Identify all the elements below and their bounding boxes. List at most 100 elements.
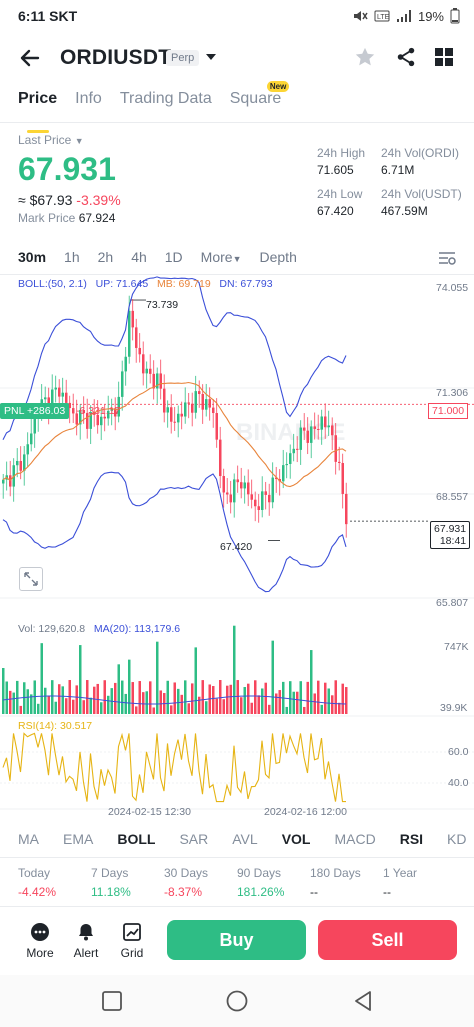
candle-body	[107, 410, 110, 419]
layout-grid-icon[interactable]	[434, 47, 454, 67]
tab-square[interactable]: Square New	[230, 81, 290, 124]
more-button[interactable]: More	[18, 922, 62, 960]
candle-body	[275, 477, 278, 480]
candle-body	[341, 463, 344, 494]
indicator-boll[interactable]: BOLL	[117, 831, 156, 847]
volume-bar	[159, 690, 162, 714]
expand-chart-button[interactable]	[19, 567, 43, 591]
candle-body	[163, 388, 166, 413]
candle-body	[191, 403, 194, 413]
price-axis-tick: 65.807	[436, 597, 469, 609]
recents-icon[interactable]	[100, 989, 124, 1013]
more-icon	[31, 923, 49, 941]
volume-bar	[114, 682, 117, 714]
candle-body	[16, 460, 19, 466]
indicator-rsi[interactable]: RSI	[399, 831, 424, 847]
volume-bar	[86, 680, 89, 714]
candle-body	[96, 414, 99, 426]
indicator-kd[interactable]: KD	[447, 831, 467, 847]
current-price-tag: 67.931 18:41	[430, 521, 471, 549]
candle-body	[208, 399, 211, 408]
share-icon[interactable]	[395, 46, 417, 68]
symbol-title[interactable]: ORDIUSDT	[60, 46, 172, 69]
back-arrow-icon[interactable]	[16, 44, 44, 72]
volume-bar	[2, 668, 5, 714]
sell-button[interactable]: Sell	[318, 920, 457, 960]
price-axis-tick: 71.306	[436, 387, 469, 399]
interval-1h[interactable]: 1h	[64, 249, 80, 265]
tab-info[interactable]: Info	[75, 90, 102, 107]
candle-body	[72, 408, 75, 414]
indicator-sar[interactable]: SAR	[179, 831, 209, 847]
volume-bar	[124, 693, 127, 714]
volume-bar	[72, 699, 75, 714]
candle-body	[299, 427, 302, 450]
volume-bar	[254, 680, 257, 714]
alert-button[interactable]: Alert	[64, 922, 108, 960]
tab-price[interactable]: Price	[18, 90, 57, 133]
pnl-tag[interactable]: PNL +286.03	[0, 403, 70, 419]
indicator-ema[interactable]: EMA	[63, 831, 94, 847]
volume-bar	[51, 680, 54, 714]
candle-body	[289, 453, 292, 464]
volume-bar	[271, 640, 274, 714]
candle-body	[345, 493, 348, 525]
volume-bar	[198, 696, 201, 714]
candle-body	[142, 354, 145, 374]
volume-bar	[166, 680, 169, 714]
indicator-ma[interactable]: MA	[18, 831, 39, 847]
candle-body	[89, 412, 92, 429]
indicator-macd[interactable]: MACD	[334, 831, 376, 847]
volume-bar	[250, 702, 253, 714]
candle-body	[233, 479, 236, 503]
interval-2h[interactable]: 2h	[97, 249, 114, 265]
candle-body	[250, 494, 253, 500]
indicator-vol[interactable]: VOL	[281, 831, 311, 847]
home-icon[interactable]	[225, 989, 249, 1013]
boll-middle-line	[2, 381, 347, 488]
candle-body	[219, 439, 222, 477]
symbol-dropdown-icon[interactable]	[205, 52, 217, 62]
volume-bar	[345, 687, 348, 714]
candle-body	[257, 506, 260, 511]
interval-depth[interactable]: Depth	[259, 249, 297, 265]
interval-1d[interactable]: 1D	[164, 249, 183, 265]
candle-body	[229, 494, 232, 503]
chart-settings-icon[interactable]	[438, 250, 456, 266]
boll-upper-line	[2, 276, 347, 440]
stat-24h-high: 24h High 71.605	[317, 146, 366, 177]
buy-button[interactable]: Buy	[167, 920, 306, 960]
volume-bar	[219, 680, 222, 714]
system-nav-bar	[0, 975, 474, 1027]
grid-button[interactable]: Grid	[110, 922, 154, 960]
candle-body	[2, 479, 5, 484]
volume-bar	[264, 682, 267, 714]
volume-bar	[61, 686, 64, 714]
indicator-avl[interactable]: AVL	[232, 831, 258, 847]
volume-bar	[292, 691, 295, 714]
volume-bar	[58, 684, 61, 714]
candlestick-chart[interactable]: BINANCE	[0, 276, 474, 824]
volume-bar	[184, 680, 187, 714]
volume-bar	[194, 647, 197, 714]
tab-trading-data[interactable]: Trading Data	[119, 90, 212, 107]
candle-body	[131, 310, 134, 328]
perf-7d: 7 Days 11.18%	[91, 866, 131, 899]
volume-bar	[285, 706, 288, 714]
interval-30m[interactable]: 30m	[18, 249, 47, 265]
volume-legend: Vol: 129,620.8 MA(20): 113,179.6	[18, 623, 181, 635]
volume-bar	[233, 625, 236, 714]
volume-bar	[191, 683, 194, 714]
candle-body	[61, 392, 64, 397]
interval-more[interactable]: More▼	[200, 249, 242, 265]
volume-bar	[152, 707, 155, 714]
volume-bar	[44, 687, 47, 714]
last-price-label[interactable]: Last Price ▼	[18, 133, 84, 147]
interval-4h[interactable]: 4h	[131, 249, 147, 265]
volume-bar	[93, 686, 96, 714]
volume-bar	[296, 691, 299, 714]
candle-body	[117, 396, 120, 417]
volume-bar	[26, 689, 29, 714]
back-nav-icon[interactable]	[351, 989, 375, 1013]
favorite-star-icon[interactable]	[354, 46, 376, 68]
